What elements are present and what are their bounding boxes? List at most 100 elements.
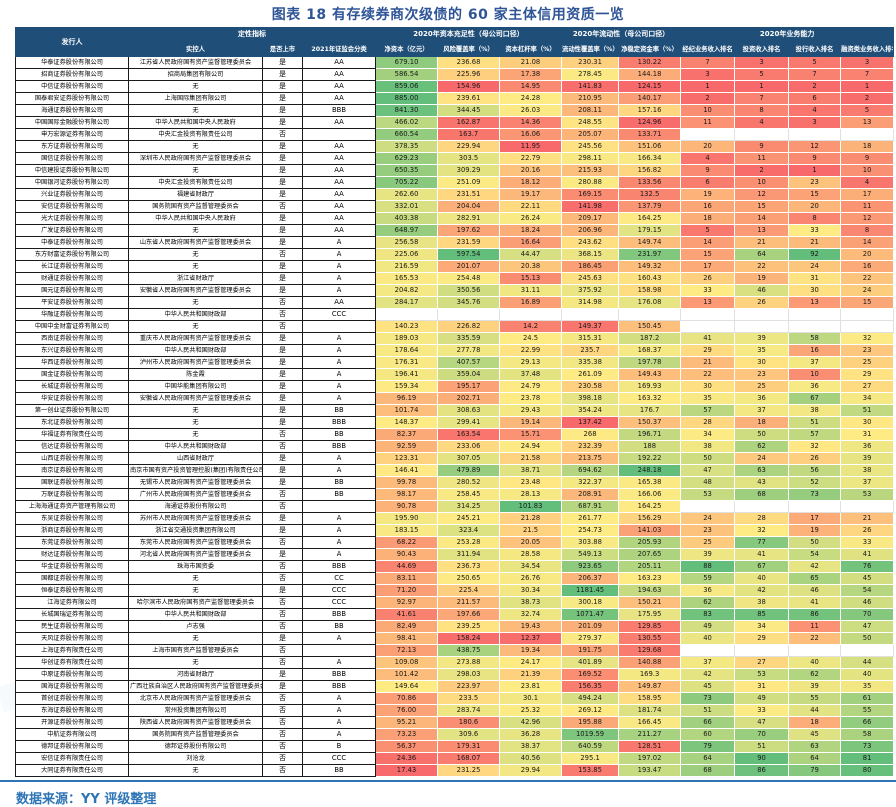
ib-rank-cell: 4 <box>788 104 842 117</box>
table-row: 民生证券股份有限公司 卢志强否 BB 82.49 239.25 19.43 201.09 12… <box>15 620 895 633</box>
listed-cell: 是 <box>262 392 303 405</box>
net-capital-cell: 96.19 <box>375 392 439 405</box>
liquidity-coverage-cell: 494.24 <box>561 692 620 705</box>
capital-leverage-cell: 44.47 <box>499 248 563 261</box>
issuer-cell: 南京证券股份有限公司 <box>15 464 129 477</box>
csrc-class-cell: AA <box>301 212 377 225</box>
brokerage-rank-cell: 11 <box>680 116 736 129</box>
controller-cell: 无 <box>128 416 263 429</box>
investment-rank-cell: 29 <box>734 632 790 645</box>
net-capital-cell: 679.10 <box>375 56 439 69</box>
risk-coverage-cell: 323.4 <box>437 524 501 537</box>
table-row: 天风证券股份有限公司无是 A 98.41 158.24 12.37 279.37 130.5… <box>15 632 895 645</box>
listed-cell: 是 <box>262 212 303 225</box>
ib-rank-cell: 24 <box>788 260 842 273</box>
listed-cell: 否 <box>262 428 303 441</box>
liquidity-coverage-cell: 368.15 <box>561 248 620 261</box>
brokerage-rank-cell: 29 <box>680 344 736 357</box>
ib-rank-cell: 57 <box>788 428 842 441</box>
brokerage-rank-cell: 13 <box>680 296 736 309</box>
risk-coverage-cell: 231.51 <box>437 188 501 201</box>
net-capital-cell: 99.78 <box>375 476 439 489</box>
brokerage-rank-cell: 68 <box>680 764 736 777</box>
liquidity-coverage-cell: 280.88 <box>561 176 620 189</box>
csrc-class-cell: BB <box>301 428 377 441</box>
controller-cell: 国务院国有资产监督管理委员会 <box>128 200 263 213</box>
nsfr-cell: 166.45 <box>618 716 682 729</box>
controller-cell: 哈尔滨市人民政府国有资产监督管理委员会 <box>128 596 263 609</box>
financing-rank-cell: 53 <box>840 488 895 501</box>
nsfr-cell: 205.93 <box>618 536 682 549</box>
investment-rank-cell: 38 <box>734 596 790 609</box>
issuer-cell: 财达证券股份有限公司 <box>15 548 129 561</box>
nsfr-cell: 248.18 <box>618 464 682 477</box>
issuer-cell: 东方证券股份有限公司 <box>15 140 129 153</box>
liquidity-coverage-cell: 300.18 <box>561 596 620 609</box>
report-figure-page: 图表 18 有存续券商次级债的 60 家主体信用资质一览 发行人 定性指标 20… <box>0 7 896 807</box>
capital-leverage-cell: 21.5 <box>499 524 563 537</box>
capital-leverage-cell: 14.36 <box>499 116 563 129</box>
ib-rank-cell: 42 <box>788 560 842 573</box>
liquidity-coverage-cell: 149.37 <box>561 320 620 333</box>
financing-rank-cell: 5 <box>840 104 895 117</box>
listed-cell: 否 <box>262 500 303 513</box>
ib-rank-cell: 13 <box>788 296 842 309</box>
listed-cell: 否 <box>262 596 303 609</box>
liquidity-coverage-cell: 398.18 <box>561 392 620 405</box>
net-capital-cell: 83.11 <box>375 572 439 585</box>
brokerage-rank-cell: 38 <box>680 440 736 453</box>
controller-cell: 重庆市人民政府国有资产监督管理委员会 <box>128 332 263 345</box>
brokerage-rank-cell: 59 <box>680 572 736 585</box>
financing-rank-cell: 39 <box>840 452 895 465</box>
investment-rank-cell <box>734 500 790 513</box>
ib-rank-cell: 62 <box>788 668 842 681</box>
issuer-cell: 招商证券股份有限公司 <box>15 68 129 81</box>
controller-cell: 无 <box>128 656 263 669</box>
brokerage-rank-cell <box>680 644 736 657</box>
table-row: 东兴证券股份有限公司 中华人民共和国财政部是 A 178.64 277.78 22.99 2… <box>15 344 895 357</box>
liquidity-coverage-cell: 209.17 <box>561 212 620 225</box>
nsfr-cell: 165.38 <box>618 476 682 489</box>
net-capital-cell: 183.15 <box>375 524 439 537</box>
brokerage-rank-cell: 4 <box>680 152 736 165</box>
ib-rank-cell: 3 <box>788 116 842 129</box>
investment-rank-cell: 67 <box>734 560 790 573</box>
issuer-cell: 中信建投证券股份有限公司 <box>15 164 129 177</box>
nsfr-cell: 150.21 <box>618 596 682 609</box>
risk-coverage-cell <box>437 308 501 321</box>
issuer-cell: 长江证券股份有限公司 <box>15 260 129 273</box>
table-row: 华泰证券股份有限公司 江苏省人民政府国有资产监督管理委员会是 AA 679.10 236… <box>15 56 895 69</box>
issuer-cell: 信达证券股份有限公司 <box>15 440 129 453</box>
listed-cell: 是 <box>262 116 303 129</box>
liquidity-coverage-cell: 1071.47 <box>561 608 620 621</box>
table-row: 国海证券股份有限公司 广西壮族自治区人民政府国有资产监督管理委员会是 BBB 149.… <box>15 680 895 693</box>
brokerage-rank-cell <box>680 320 736 333</box>
table-row: 广发证券股份有限公司无是 AA 648.97 197.62 18.24 206.96 179… <box>15 224 895 237</box>
net-capital-cell: 82.37 <box>375 428 439 441</box>
liquidity-coverage-cell: 640.59 <box>561 740 620 753</box>
ib-rank-cell: 39 <box>788 680 842 693</box>
col-header-risk-coverage: 风险覆盖率（%） <box>437 40 501 57</box>
csrc-class-cell: AA <box>301 56 377 69</box>
nsfr-cell: 164.25 <box>618 212 682 225</box>
capital-leverage-cell: 21.08 <box>499 56 563 69</box>
investment-rank-cell <box>734 320 790 333</box>
issuer-cell: 中国中金财富证券有限公司 <box>15 320 129 333</box>
net-capital-cell: 98.41 <box>375 632 439 645</box>
controller-cell: 中华人民共和国财政部 <box>128 344 263 357</box>
ib-rank-cell: 52 <box>788 476 842 489</box>
risk-coverage-cell: 225.96 <box>437 68 501 81</box>
risk-coverage-cell: 314.25 <box>437 500 501 513</box>
nsfr-cell: 141.03 <box>618 524 682 537</box>
csrc-class-cell: A <box>301 728 377 741</box>
controller-cell: 中国华能集团有限公司 <box>128 380 263 393</box>
brokerage-rank-cell: 5 <box>680 224 736 237</box>
controller-cell: 无 <box>128 320 263 333</box>
ib-rank-cell: 17 <box>788 512 842 525</box>
net-capital-cell: 24.36 <box>375 752 439 765</box>
net-capital-cell: 146.41 <box>375 464 439 477</box>
investment-rank-cell: 37 <box>734 404 790 417</box>
controller-cell: 安徽省人民政府国有资产监督管理委员会 <box>128 392 263 405</box>
ib-rank-cell: 1 <box>788 164 842 177</box>
investment-rank-cell: 31 <box>734 680 790 693</box>
